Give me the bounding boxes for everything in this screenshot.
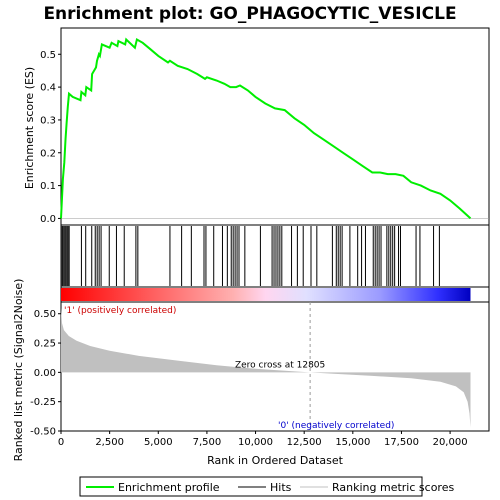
metric-y-axis: 0.50 0.25 0.00 -0.25 -0.50	[30, 309, 61, 438]
es-y-tick-label: 0.1	[40, 181, 56, 192]
es-panel: 0.0 0.1 0.2 0.3 0.4 0.5 Enrichment score (ES)	[23, 27, 490, 226]
legend-entry-metric: Ranking metric scores	[332, 481, 454, 494]
ranking-metric-area	[61, 307, 471, 428]
es-y-tick-label: 0.2	[40, 148, 56, 159]
metric-y-tick-label: 0.00	[34, 368, 56, 379]
x-tick-label: 15,000	[335, 437, 370, 448]
es-y-tick-label: 0.5	[40, 50, 56, 61]
x-tick-label: 0	[58, 437, 64, 448]
enrichment-profile-line	[60, 37, 472, 220]
x-tick-label: 7,500	[193, 437, 222, 448]
color-bar-gradient	[61, 288, 471, 301]
x-axis: 0 2,500 5,000 7,500 10,000 12,500 15,000 17,500…	[58, 431, 468, 448]
metric-y-tick-label: -0.25	[30, 397, 56, 408]
es-panel-frame	[60, 27, 490, 226]
rank-color-bar	[60, 286, 490, 303]
zero-cross-label: Zero cross at 12805	[235, 360, 325, 370]
chart-title: Enrichment plot: GO_PHAGOCYTIC_VESICLE	[43, 4, 456, 24]
hits-panel	[60, 224, 490, 288]
negative-label: '0' (negatively correlated)	[278, 421, 394, 431]
es-y-label: Enrichment score (ES)	[23, 67, 36, 189]
metric-panel: 0.50 0.25 0.00 -0.25 -0.50 Zero cross at 128…	[12, 279, 490, 467]
metric-y-tick-label: -0.50	[30, 427, 56, 438]
metric-y-tick-label: 0.50	[34, 309, 56, 320]
legend-entry-hits: Hits	[270, 481, 292, 494]
x-axis-label: Rank in Ordered Dataset	[207, 454, 344, 467]
positive-label: '1' (positively correlated)	[64, 306, 176, 316]
es-y-tick-label: 0.3	[40, 115, 56, 126]
hits-panel-frame	[60, 224, 490, 288]
legend-entry-profile: Enrichment profile	[118, 481, 220, 494]
hit-markers	[61, 226, 440, 286]
x-tick-label: 17,500	[384, 437, 419, 448]
legend: Enrichment profile Hits Ranking metric s…	[79, 476, 454, 497]
x-tick-label: 2,500	[95, 437, 124, 448]
x-tick-label: 5,000	[144, 437, 173, 448]
es-y-tick-label: 0.0	[40, 214, 56, 225]
es-y-axis: 0.0 0.1 0.2 0.3 0.4 0.5	[40, 50, 61, 225]
x-tick-label: 12,500	[287, 437, 322, 448]
x-tick-label: 20,000	[433, 437, 468, 448]
metric-y-label: Ranked list metric (Signal2Noise)	[12, 279, 25, 462]
metric-y-tick-label: 0.25	[34, 339, 56, 350]
x-tick-label: 10,000	[238, 437, 273, 448]
es-y-tick-label: 0.4	[40, 83, 56, 94]
